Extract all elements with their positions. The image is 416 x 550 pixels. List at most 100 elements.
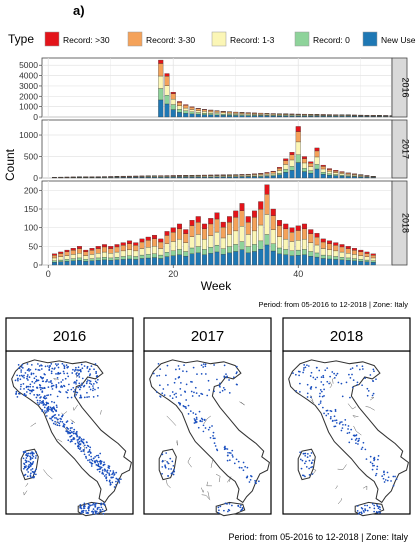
bar-segment <box>295 240 301 251</box>
bar-segment <box>308 251 314 257</box>
observation-dot <box>91 459 94 462</box>
observation-dot <box>185 407 187 410</box>
bar-segment <box>183 110 189 114</box>
bar-segment <box>358 251 364 256</box>
observation-dot <box>47 386 50 389</box>
observation-dot <box>49 364 51 367</box>
observation-dot <box>319 402 322 404</box>
bar-segment <box>139 254 145 259</box>
bar-segment <box>183 251 189 257</box>
observation-dot <box>86 380 88 383</box>
observation-dot <box>93 460 96 463</box>
observation-dot <box>107 465 110 467</box>
observation-dot <box>219 382 221 385</box>
bar-segment <box>183 233 189 243</box>
bar-segment <box>333 175 339 179</box>
observation-dot <box>112 476 114 479</box>
observation-dot <box>18 367 21 369</box>
observation-dot <box>36 393 39 396</box>
observation-dot <box>26 452 28 455</box>
observation-dot <box>57 414 60 416</box>
observation-dot <box>76 441 79 443</box>
bar-segment <box>302 168 307 172</box>
bar-segment <box>295 154 301 163</box>
observation-dot <box>92 396 95 398</box>
observation-dot <box>109 481 112 484</box>
facet-strip <box>391 119 408 179</box>
observation-dot <box>27 452 30 455</box>
y-tick-label: 100 <box>24 223 38 233</box>
observation-dot <box>23 376 25 379</box>
observation-dot <box>219 391 221 394</box>
observation-dot <box>76 374 79 377</box>
bar-segment <box>327 240 332 244</box>
observation-dot <box>312 376 315 379</box>
bar-segment <box>264 176 270 179</box>
observation-dot <box>223 375 226 378</box>
observation-dot <box>83 502 86 505</box>
bar-segment <box>170 92 176 94</box>
province-boundary <box>310 399 315 404</box>
bar-segment <box>302 156 307 159</box>
bar-segment <box>352 260 357 266</box>
bar-segment <box>258 115 264 118</box>
province-boundary <box>329 381 333 389</box>
observation-dot <box>218 384 221 387</box>
bar-segment <box>202 238 207 250</box>
bar-segment <box>83 261 89 266</box>
bar-segment <box>333 170 339 172</box>
observation-dot <box>223 509 225 512</box>
observation-dot <box>292 372 294 374</box>
bar-segment <box>314 150 320 158</box>
observation-dot <box>46 402 48 405</box>
observation-dot <box>366 509 369 512</box>
bar-segment <box>295 255 301 266</box>
observation-dot <box>91 504 94 506</box>
observation-dot <box>54 363 57 365</box>
bar-segment <box>102 257 107 261</box>
observation-dot <box>305 466 308 468</box>
y-tick-label: 4000 <box>19 71 38 81</box>
observation-dot <box>316 366 318 369</box>
observation-dot <box>24 372 27 374</box>
observation-dot <box>237 505 240 508</box>
observation-dot <box>326 367 329 369</box>
bar-segment <box>120 256 126 260</box>
observation-dot <box>66 372 69 375</box>
bar-segment <box>89 250 95 255</box>
bar-segment <box>58 251 64 254</box>
observation-dot <box>58 390 61 393</box>
observation-dot <box>43 387 46 389</box>
y-tick-label: 0 <box>33 260 38 270</box>
observation-dot <box>22 457 25 460</box>
province-boundary <box>53 378 59 381</box>
observation-dot <box>226 459 229 462</box>
bar-segment <box>227 216 232 223</box>
observation-dot <box>217 506 220 509</box>
observation-dot <box>157 362 160 365</box>
bar-segment <box>52 254 57 259</box>
bar-segment <box>58 253 64 257</box>
observation-dot <box>41 401 43 403</box>
observation-dot <box>170 468 173 470</box>
observation-dot <box>74 395 76 398</box>
bar-segment <box>364 253 370 257</box>
observation-dot <box>86 391 88 394</box>
bar-segment <box>258 176 264 179</box>
bar-segment <box>289 154 295 161</box>
observation-dot <box>64 377 67 380</box>
bar-segment <box>208 235 214 248</box>
observation-dot <box>227 510 229 513</box>
observation-dot <box>37 379 40 382</box>
bar-segment <box>320 164 326 167</box>
bar-segment <box>195 234 201 247</box>
observation-dot <box>35 473 37 476</box>
bar-segment <box>77 248 82 254</box>
observation-dot <box>20 369 23 371</box>
observation-dot <box>383 471 385 474</box>
observation-dot <box>213 442 216 444</box>
observation-dot <box>231 456 234 458</box>
observation-dot <box>79 448 81 451</box>
observation-dot <box>362 368 364 370</box>
bar-segment <box>52 253 57 256</box>
